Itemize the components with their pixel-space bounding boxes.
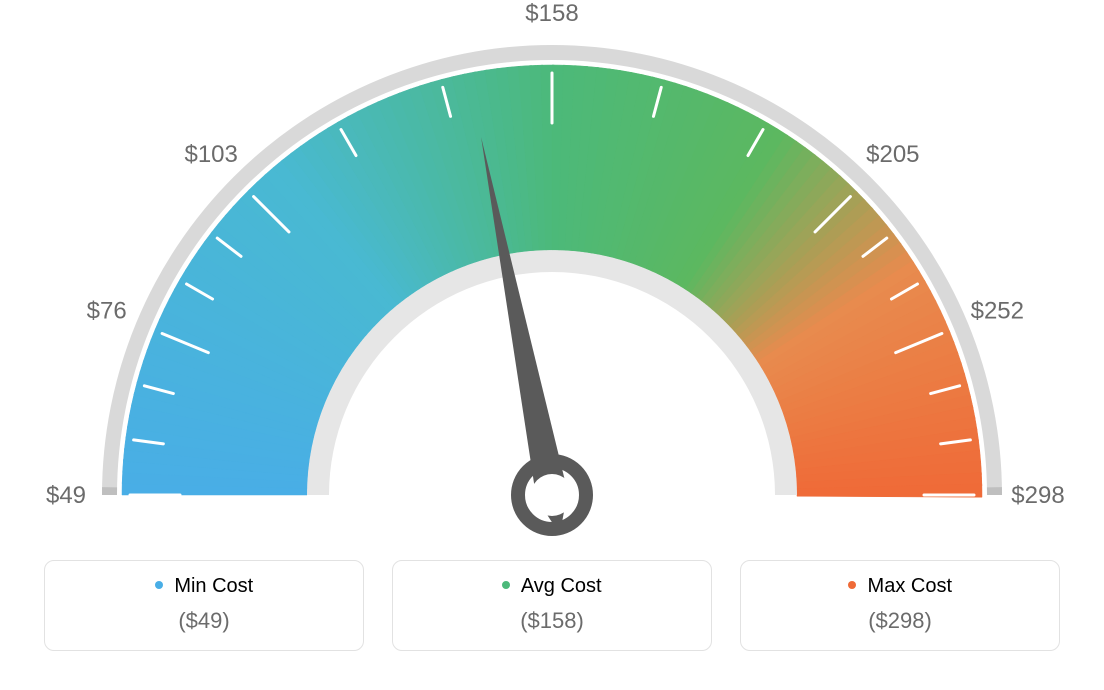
- svg-text:$252: $252: [971, 298, 1024, 325]
- legend-label-min: Min Cost: [174, 575, 253, 597]
- legend-card-max: Max Cost ($298): [740, 560, 1060, 651]
- gauge-svg: $49 $76 $103 $158 $205 $252 $298: [0, 0, 1104, 560]
- svg-text:$298: $298: [1011, 482, 1064, 509]
- legend-card-avg: Avg Cost ($158): [392, 560, 712, 651]
- legend-label-max: Max Cost: [868, 575, 952, 597]
- cost-gauge: $49 $76 $103 $158 $205 $252 $298: [0, 0, 1104, 560]
- legend-card-min: Min Cost ($49): [44, 560, 364, 651]
- legend-row: Min Cost ($49) Avg Cost ($158) Max Cost …: [0, 560, 1104, 651]
- legend-value-avg: ($158): [403, 608, 701, 634]
- svg-text:$158: $158: [525, 0, 578, 27]
- svg-text:$49: $49: [46, 482, 86, 509]
- svg-text:$103: $103: [184, 141, 237, 168]
- svg-text:$205: $205: [866, 141, 919, 168]
- svg-text:$76: $76: [87, 298, 127, 325]
- legend-label-avg: Avg Cost: [521, 575, 602, 597]
- legend-title-avg: Avg Cost: [403, 575, 701, 598]
- legend-dot-min: [155, 581, 163, 589]
- legend-title-min: Min Cost: [55, 575, 353, 598]
- legend-value-max: ($298): [751, 608, 1049, 634]
- legend-dot-avg: [502, 581, 510, 589]
- legend-value-min: ($49): [55, 608, 353, 634]
- legend-dot-max: [848, 581, 856, 589]
- legend-title-max: Max Cost: [751, 575, 1049, 598]
